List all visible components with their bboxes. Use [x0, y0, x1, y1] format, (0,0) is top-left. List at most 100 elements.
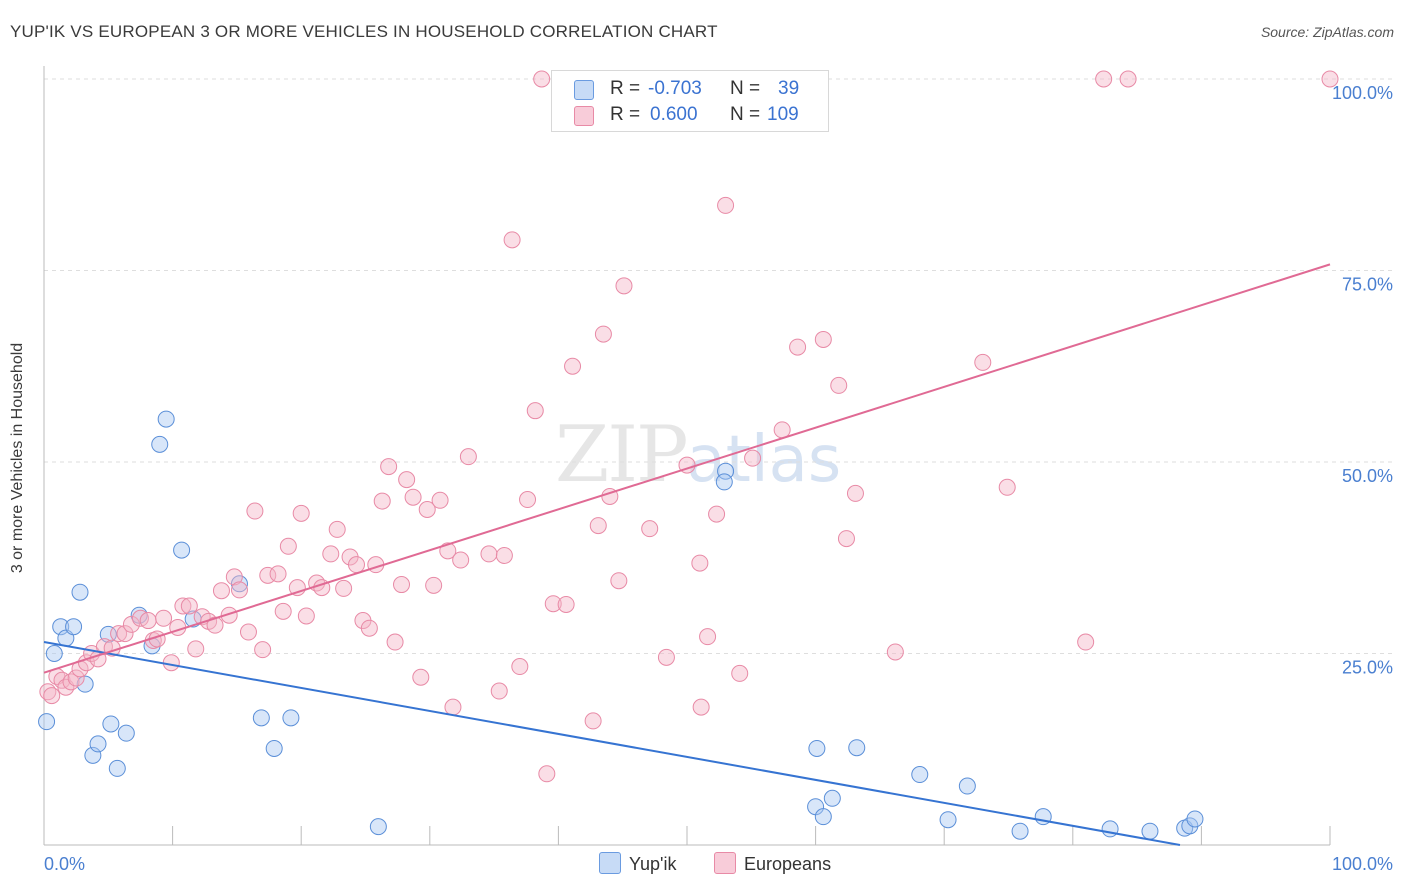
correlation-legend: R = -0.703 N = 39 R = 0.600 N = 109: [551, 70, 829, 132]
bottom-legend-europeans: Europeans: [714, 852, 831, 875]
legend-r-value: 0.600: [650, 104, 698, 125]
data-point-yupik: [265, 739, 283, 757]
data-point-yupik: [65, 618, 83, 636]
data-point-europeans: [380, 458, 398, 476]
data-point-europeans: [699, 628, 717, 646]
data-point-europeans: [139, 612, 157, 630]
data-point-yupik: [814, 808, 832, 826]
data-point-europeans: [425, 576, 443, 594]
watermark: ZIPatlas: [555, 410, 841, 500]
data-point-yupik: [911, 766, 929, 784]
data-point-europeans: [789, 338, 807, 356]
data-point-yupik: [715, 473, 733, 491]
data-point-europeans: [717, 196, 735, 214]
y-tick-label: 50.0%: [1342, 466, 1393, 486]
data-point-europeans: [67, 669, 85, 687]
chart-source: Source: ZipAtlas.com: [1260, 24, 1394, 40]
data-point-europeans: [773, 421, 791, 439]
trend-line-yupik: [43, 641, 1181, 846]
data-point-yupik: [108, 759, 126, 777]
bottom-legend-swatch-europeans: [714, 852, 736, 874]
data-point-yupik: [939, 811, 957, 829]
data-point-europeans: [43, 687, 61, 705]
data-point-europeans: [610, 572, 628, 590]
data-point-yupik: [717, 462, 735, 480]
legend-row-europeans: R = 0.600 N = 109: [552, 102, 828, 128]
data-point-europeans: [519, 491, 537, 509]
data-point-europeans: [279, 537, 297, 555]
watermark-zip: ZIP: [555, 410, 688, 500]
data-point-yupik: [151, 435, 169, 453]
bottom-legend-label-yupik: Yup'ik: [629, 854, 677, 874]
data-point-europeans: [347, 556, 365, 574]
data-point-europeans: [274, 602, 292, 620]
data-point-europeans: [444, 698, 462, 716]
data-point-europeans: [162, 654, 180, 672]
data-point-europeans: [206, 616, 224, 634]
data-point-yupik: [157, 410, 175, 428]
y-tick-label: 25.0%: [1342, 658, 1393, 678]
data-point-europeans: [526, 402, 544, 420]
data-point-europeans: [564, 357, 582, 375]
data-point-yupik: [89, 735, 107, 753]
data-point-europeans: [974, 353, 992, 371]
data-point-europeans: [480, 545, 498, 563]
data-point-europeans: [557, 595, 575, 613]
data-point-europeans: [431, 491, 449, 509]
data-point-europeans: [225, 568, 243, 586]
y-tick-label: 100.0%: [1332, 83, 1393, 103]
data-point-europeans: [538, 765, 556, 783]
data-point-europeans: [393, 576, 411, 594]
data-point-europeans: [1119, 70, 1137, 88]
legend-n-value: 109: [767, 104, 799, 125]
data-point-yupik: [848, 739, 866, 757]
legend-swatch-europeans: [574, 106, 594, 126]
data-point-europeans: [212, 582, 230, 600]
data-point-europeans: [490, 682, 508, 700]
data-point-europeans: [418, 500, 436, 518]
bottom-legend-label-europeans: Europeans: [744, 854, 832, 874]
bottom-legend-yupik: Yup'ik: [599, 852, 676, 875]
data-point-yupik: [958, 777, 976, 795]
data-point-europeans: [744, 449, 762, 467]
legend-n-label: N =: [730, 104, 761, 125]
data-point-europeans: [544, 595, 562, 613]
x-tick-label: 100.0%: [1332, 854, 1393, 874]
data-point-europeans: [584, 712, 602, 730]
data-point-europeans: [373, 492, 391, 510]
legend-n-value: 39: [778, 78, 800, 99]
legend-swatch-yupik: [574, 80, 594, 100]
data-point-europeans: [691, 554, 709, 572]
legend-n-label: N =: [730, 78, 761, 99]
data-point-yupik: [45, 645, 63, 662]
data-point-europeans: [116, 625, 134, 643]
data-point-yupik: [252, 709, 270, 727]
data-point-europeans: [708, 505, 726, 523]
data-point-europeans: [239, 623, 257, 641]
data-point-yupik: [1186, 810, 1204, 828]
data-point-europeans: [297, 607, 315, 625]
bottom-legend-swatch-yupik: [599, 852, 621, 874]
data-point-yupik: [1181, 817, 1199, 835]
data-point-europeans: [837, 530, 855, 548]
data-point-europeans: [292, 504, 310, 522]
data-point-yupik: [230, 575, 248, 593]
data-point-yupik: [369, 818, 387, 836]
chart-title: YUP'IK VS EUROPEAN 3 OR MORE VEHICLES IN…: [10, 22, 718, 41]
legend-row-yupik: R = -0.703 N = 39: [552, 76, 828, 102]
data-point-yupik: [38, 713, 56, 731]
data-point-europeans: [174, 597, 192, 615]
data-point-europeans: [589, 517, 607, 535]
data-point-europeans: [657, 648, 675, 666]
legend-r-label: R =: [610, 78, 641, 99]
legend-r-label: R =: [610, 104, 641, 125]
data-point-europeans: [998, 478, 1016, 496]
data-point-europeans: [254, 641, 272, 659]
data-point-europeans: [187, 640, 205, 658]
y-axis-label: 3 or more Vehicles in Household: [9, 342, 26, 574]
data-point-europeans: [511, 658, 529, 676]
data-point-europeans: [230, 581, 248, 599]
data-point-europeans: [731, 664, 749, 682]
data-point-europeans: [452, 551, 470, 569]
